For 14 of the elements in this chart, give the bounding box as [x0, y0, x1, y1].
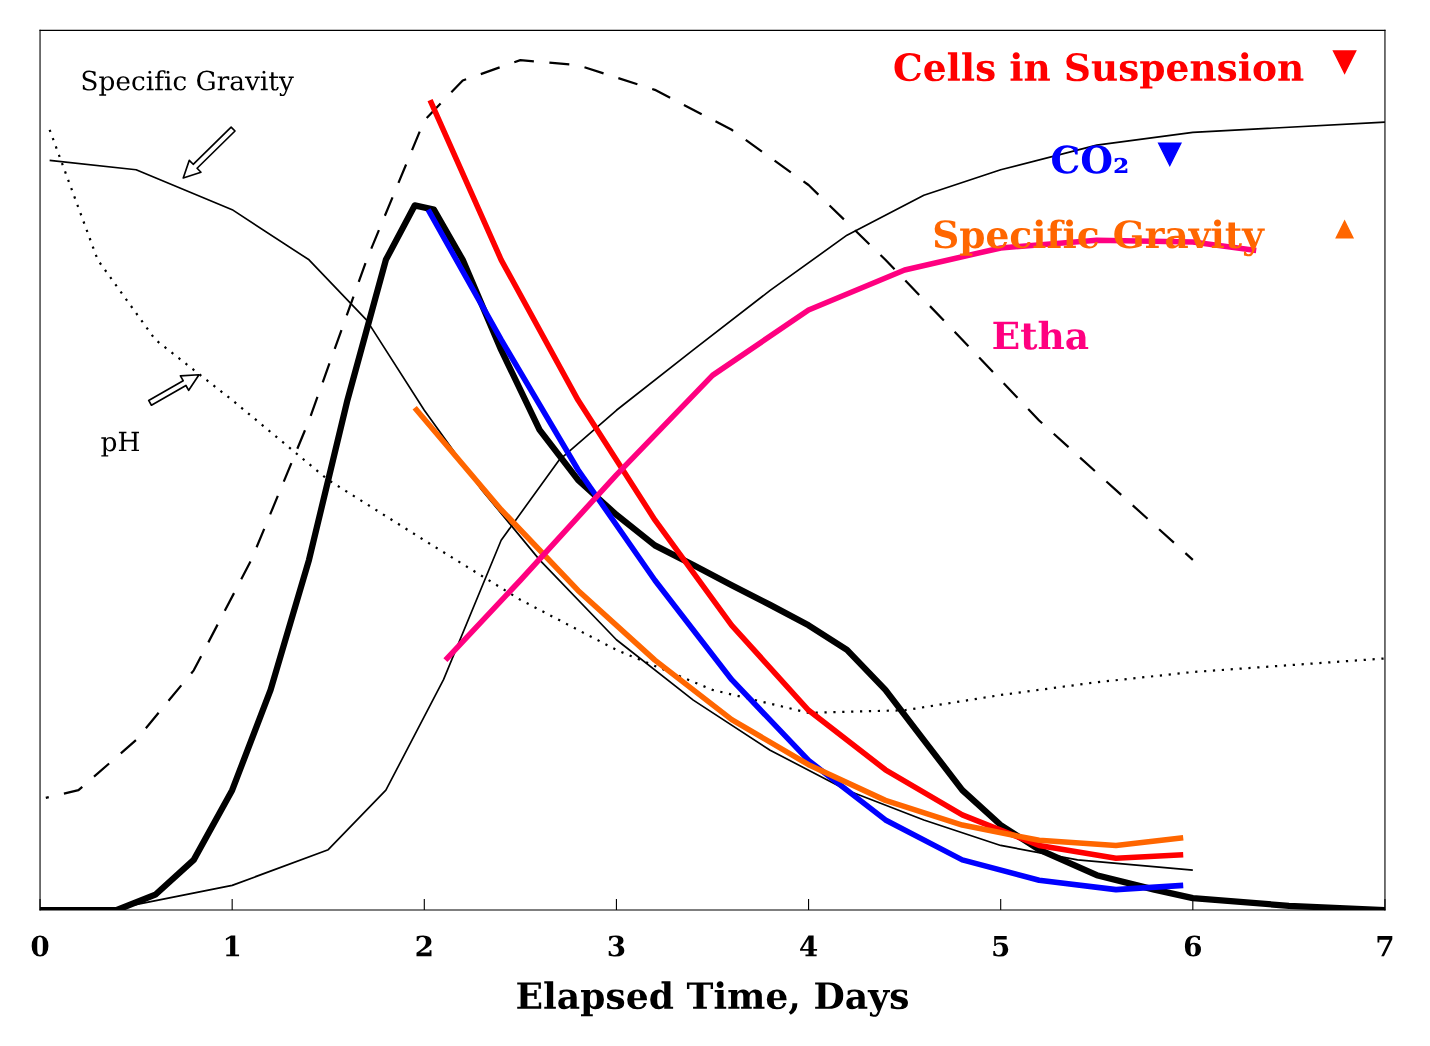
x-tick-label: 4	[800, 935, 818, 957]
x-tick-label: 5	[993, 935, 1009, 957]
x-tick-label: 7	[1377, 935, 1393, 957]
x-tick-label: 2	[416, 935, 432, 957]
annotation: Specific Gravity	[82, 70, 294, 97]
series-label: Etha	[993, 320, 1089, 350]
x-tick-label: 3	[608, 935, 625, 957]
x-axis-title: Elapsed Time, Days	[517, 981, 908, 1017]
legend-label: Cells in Suspension	[894, 52, 1304, 89]
x-tick-label: 0	[31, 935, 49, 957]
annotation: pH	[101, 431, 140, 457]
x-tick-label: 6	[1184, 935, 1201, 957]
x-tick-label: 1	[225, 935, 240, 957]
legend-label: CO₂	[1052, 145, 1128, 174]
